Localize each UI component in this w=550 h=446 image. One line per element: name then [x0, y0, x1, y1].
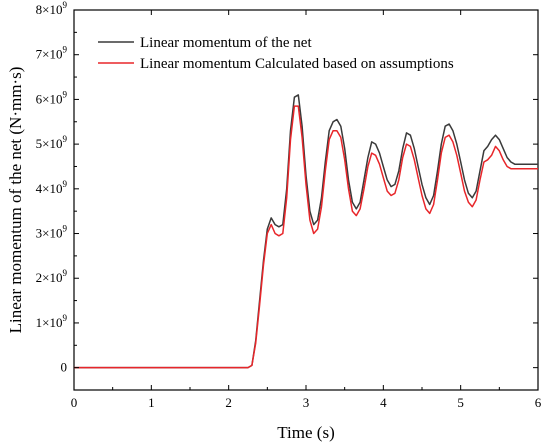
legend-label-series-2: Linear momentum Calculated based on assu… — [140, 56, 454, 72]
y-tick-exponent: 9 — [63, 179, 68, 189]
y-tick-base: 8×10 — [36, 2, 63, 17]
y-tick-label: 4×109 — [36, 179, 68, 196]
y-tick-label: 7×109 — [36, 45, 68, 62]
ticks-layer: 0 1 2 3 4 5 601×1092×1093×1094×1095×1096×1097×… — [36, 0, 542, 410]
y-tick-base: 1×10 — [36, 315, 63, 330]
y-tick-label: 1×109 — [36, 313, 68, 330]
x-tick-label: 1 — [148, 395, 155, 410]
y-tick-base: 2×10 — [36, 270, 63, 285]
y-tick-exponent: 9 — [63, 134, 68, 144]
x-tick-label: 0 — [71, 395, 78, 410]
y-tick-label: 2×109 — [36, 268, 68, 285]
y-tick-exponent: 9 — [63, 224, 68, 234]
y-tick-exponent: 9 — [63, 313, 68, 323]
y-tick-base: 7×10 — [36, 47, 63, 62]
y-tick-base: 0 — [61, 360, 68, 375]
x-tick-label: 6 — [535, 395, 542, 410]
y-tick-base: 4×10 — [36, 181, 63, 196]
y-tick-label: 8×109 — [36, 0, 68, 17]
x-tick-label: 4 — [380, 395, 387, 410]
y-tick-label: 5×109 — [36, 134, 68, 151]
series-layer — [74, 94, 538, 369]
y-tick-exponent: 9 — [63, 0, 68, 10]
y-tick-label: 0 — [61, 360, 68, 375]
x-tick-label: 5 — [457, 395, 464, 410]
y-axis-title: Linear momentum of the net (N·mm·s) — [6, 67, 25, 334]
y-tick-label: 3×109 — [36, 224, 68, 241]
y-tick-exponent: 9 — [63, 89, 68, 99]
x-axis-title: Time (s) — [277, 423, 334, 442]
legend: Linear momentum of the net Linear moment… — [98, 35, 454, 72]
y-tick-exponent: 9 — [63, 268, 68, 278]
series-line-1 — [74, 94, 538, 369]
y-tick-base: 6×10 — [36, 91, 63, 106]
series-line-2 — [74, 105, 538, 369]
y-tick-label: 6×109 — [36, 89, 68, 106]
x-tick-label: 2 — [225, 395, 232, 410]
y-tick-exponent: 9 — [63, 45, 68, 55]
legend-label-series-1: Linear momentum of the net — [140, 35, 312, 51]
y-tick-base: 5×10 — [36, 136, 63, 151]
x-tick-label: 3 — [303, 395, 310, 410]
y-tick-base: 3×10 — [36, 226, 63, 241]
